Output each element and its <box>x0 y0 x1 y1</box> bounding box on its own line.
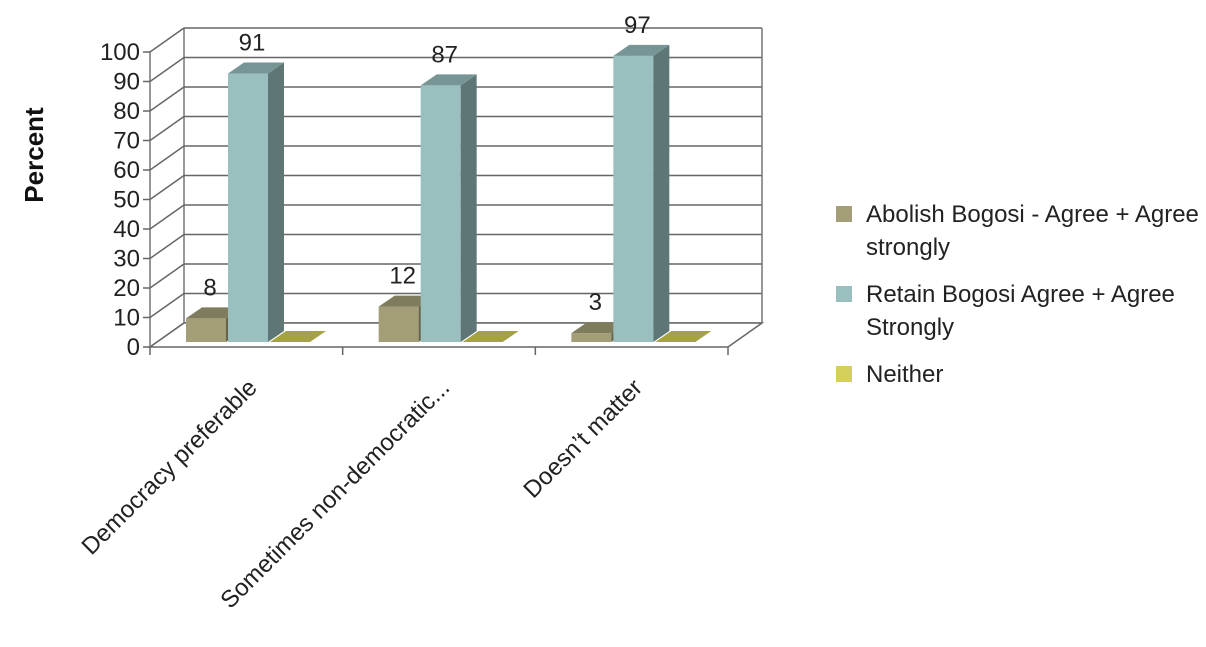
bar-front-0-0 <box>186 318 226 342</box>
bar-top-1-1 <box>420 74 477 86</box>
bar-top-2-2 <box>655 331 712 342</box>
y-tick-label: 40 <box>113 216 140 243</box>
bar-top-2-0 <box>270 331 326 342</box>
y-tick-label: 60 <box>113 157 140 184</box>
legend-item-neither: Neither <box>836 358 1206 391</box>
gridline-side <box>149 27 185 53</box>
category-label: Democracy preferable <box>77 374 263 560</box>
gridline-side <box>149 86 185 112</box>
y-tick-label: 80 <box>113 98 140 125</box>
legend-swatch-retain <box>836 286 852 302</box>
legend-label-abolish: Abolish Bogosi - Agree + Agree strongly <box>866 201 1199 261</box>
category-label: Sometimes non-democratic... <box>215 374 455 614</box>
bar-front-0-2 <box>571 333 612 342</box>
legend-label-retain: Retain Bogosi Agree + Agree Strongly <box>866 281 1175 341</box>
bar-front-0-1 <box>378 306 419 342</box>
bar-side-1-2 <box>653 44 670 342</box>
gridline-side <box>149 263 185 289</box>
category-label: Doesn’t matter <box>518 374 647 503</box>
data-label: 87 <box>431 41 458 68</box>
legend-swatch-neither <box>836 366 852 382</box>
data-label: 8 <box>203 274 216 301</box>
bar-front-1-2 <box>613 55 654 342</box>
y-tick-label: 0 <box>127 334 140 361</box>
y-tick-label: 10 <box>113 305 140 332</box>
gridline-side <box>149 233 185 260</box>
gridline-side <box>149 56 185 83</box>
y-axis-label: Percent <box>19 107 49 203</box>
legend-item-abolish: Abolish Bogosi - Agree + Agree strongly <box>836 198 1206 264</box>
data-label: 91 <box>239 30 266 57</box>
legend-swatch-abolish <box>836 206 852 222</box>
legend-item-retain: Retain Bogosi Agree + Agree Strongly <box>836 278 1206 344</box>
y-tick-label: 30 <box>113 246 140 273</box>
gridline-side <box>149 204 185 230</box>
gridline-side <box>149 292 185 319</box>
data-label: 97 <box>624 12 651 39</box>
y-tick-label: 70 <box>113 128 140 155</box>
y-tick-label: 20 <box>113 275 140 302</box>
data-label: 3 <box>589 289 602 316</box>
y-tick-label: 90 <box>113 69 140 96</box>
bar-side-1-0 <box>268 62 284 343</box>
bar-front-1-1 <box>420 85 461 342</box>
gridline-side <box>149 115 185 142</box>
y-tick-label: 100 <box>100 39 140 66</box>
gridline-side <box>149 145 185 171</box>
bar-top-1-0 <box>228 62 284 74</box>
data-label: 12 <box>389 263 416 290</box>
bar-top-2-1 <box>462 331 519 342</box>
bar-top-1-2 <box>613 44 670 56</box>
data-labels: 8 91 12 87 3 97 <box>203 12 650 316</box>
legend: Abolish Bogosi - Agree + Agree strongly … <box>836 198 1206 405</box>
gridline-side <box>149 174 185 201</box>
bars <box>186 44 712 343</box>
bar-side-1-1 <box>460 74 477 342</box>
y-tick-label: 50 <box>113 187 140 214</box>
legend-label-neither: Neither <box>866 361 944 388</box>
bar-front-1-0 <box>228 73 268 343</box>
